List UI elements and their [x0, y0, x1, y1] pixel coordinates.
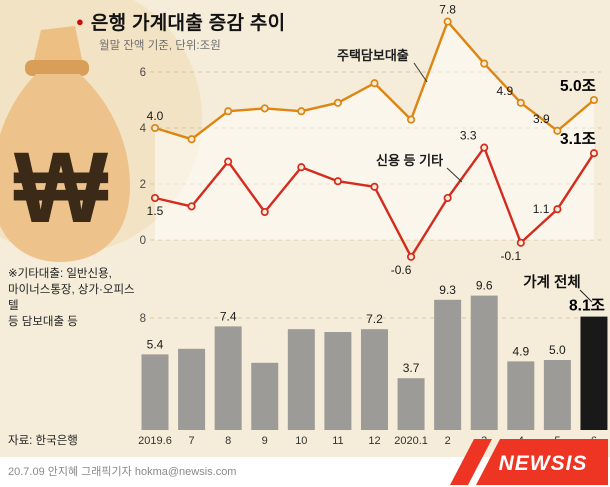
- svg-text:-0.6: -0.6: [391, 263, 412, 277]
- newsis-logo-flag: [476, 439, 608, 485]
- svg-text:10: 10: [295, 435, 307, 447]
- newsis-logo: NEWSIS: [450, 439, 608, 485]
- source-label: 자료: 한국은행: [8, 435, 78, 447]
- svg-text:3.7: 3.7: [403, 361, 420, 375]
- svg-text:3.3: 3.3: [460, 129, 477, 143]
- bar-9: [251, 362, 279, 430]
- bar-2020.1: [397, 378, 425, 430]
- svg-text:주택담보대출: 주택담보대출: [337, 48, 409, 63]
- bar-4: [507, 361, 535, 430]
- bar-5: [543, 360, 571, 430]
- bar-10: [287, 329, 315, 430]
- chart-subtitle: 월말 잔액 기준, 단위:조원: [99, 40, 221, 52]
- svg-text:4.9: 4.9: [512, 344, 529, 358]
- svg-text:2020.1: 2020.1: [394, 435, 428, 447]
- line-chart: 6 4 2 0 4.0 7.8 4.9 3.9 5.0조 1.5 -0.6 3.3 -0.1 1.1 3.1…: [140, 3, 601, 277]
- svg-text:12: 12: [368, 435, 380, 447]
- svg-text:11: 11: [332, 435, 343, 447]
- svg-text:7: 7: [189, 435, 195, 447]
- newsis-logo-slash: [450, 439, 492, 485]
- bar-11: [324, 332, 352, 430]
- svg-text:4: 4: [140, 123, 147, 135]
- money-bag-illustration: ₩: [0, 26, 130, 262]
- svg-text:5.0조: 5.0조: [560, 78, 596, 95]
- money-bag-body: [0, 74, 130, 262]
- svg-text:신용 등 기타: 신용 등 기타: [376, 153, 443, 168]
- svg-text:7.2: 7.2: [366, 312, 383, 326]
- won-symbol: ₩: [14, 132, 109, 244]
- svg-text:5.4: 5.4: [147, 337, 164, 351]
- svg-text:0: 0: [140, 235, 146, 247]
- bar-8: [214, 326, 242, 430]
- bar-7: [178, 348, 206, 430]
- bar-2: [434, 299, 462, 430]
- svg-text:8.1조: 8.1조: [569, 298, 605, 315]
- svg-text:8: 8: [140, 313, 146, 325]
- svg-text:1.5: 1.5: [147, 204, 164, 218]
- svg-text:-0.1: -0.1: [500, 249, 521, 263]
- svg-text:3.1조: 3.1조: [560, 131, 596, 148]
- bar-2019.6: [141, 354, 169, 430]
- footnote: ※기타대출: 일반신용, 마이너스통장, 상가·오피스텔 등 담보대출 등: [8, 268, 135, 329]
- svg-text:8: 8: [225, 435, 231, 447]
- svg-text:9.6: 9.6: [476, 279, 493, 293]
- newsis-logo-text: NEWSIS: [499, 452, 588, 475]
- title-row: ● 은행 가계대출 증감 추이: [76, 8, 285, 35]
- svg-text:7.8: 7.8: [439, 3, 456, 17]
- title-bullet: ●: [76, 14, 84, 29]
- svg-text:2019.6: 2019.6: [138, 435, 172, 447]
- bar-6: [580, 316, 608, 430]
- money-bag-neck: [33, 26, 83, 64]
- svg-text:9: 9: [262, 435, 268, 447]
- svg-text:4.0: 4.0: [147, 109, 164, 123]
- svg-text:7.4: 7.4: [220, 309, 237, 323]
- svg-text:2: 2: [140, 179, 146, 191]
- svg-text:2: 2: [445, 435, 451, 447]
- svg-text:6: 6: [140, 67, 146, 79]
- bar-12: [360, 329, 388, 430]
- bar-3: [470, 295, 498, 430]
- svg-text:1.1: 1.1: [533, 202, 550, 216]
- svg-text:4.9: 4.9: [496, 84, 513, 98]
- svg-text:9.3: 9.3: [439, 283, 456, 297]
- svg-text:5.0: 5.0: [549, 343, 566, 357]
- svg-text:3.9: 3.9: [533, 112, 550, 126]
- money-bag-tie: [25, 60, 89, 76]
- credit-line: 20.7.09 안지혜 그래픽기자 hokma@newsis.com: [8, 466, 237, 478]
- svg-text:가계 전체: 가계 전체: [523, 274, 580, 291]
- page-title: 은행 가계대출 증감 추이: [90, 13, 286, 34]
